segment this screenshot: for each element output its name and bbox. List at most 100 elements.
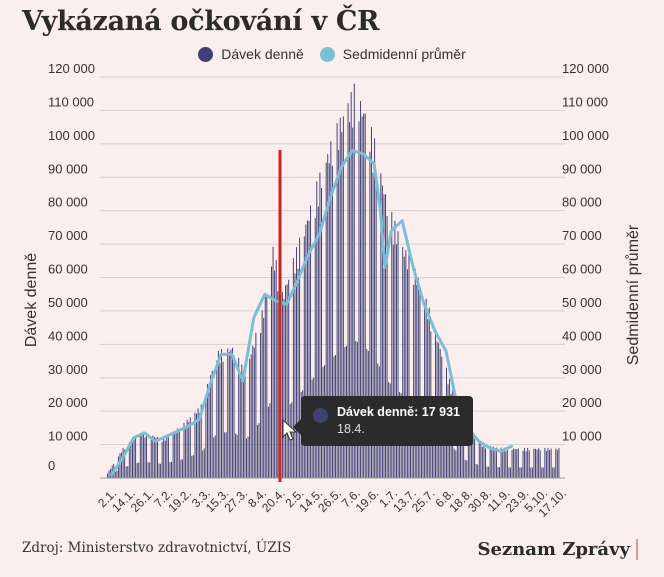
dose-bar	[417, 278, 419, 478]
dose-bar	[127, 466, 129, 478]
dose-bar	[281, 292, 283, 478]
y-tick-label-right: 100 000	[562, 128, 609, 143]
dose-bar	[405, 250, 407, 478]
dose-bar	[230, 349, 232, 478]
dose-bar	[428, 307, 430, 478]
dose-bar	[108, 470, 110, 478]
dose-bar	[163, 436, 165, 478]
y-tick-label-right: 10 000	[562, 429, 602, 444]
dose-bar	[505, 451, 507, 478]
dose-bar	[522, 450, 524, 478]
brand-logo[interactable]: Seznam Zprávy	[477, 539, 638, 560]
dose-bar	[419, 285, 421, 478]
y-tick-label-right: 110 000	[562, 94, 608, 109]
dose-bar	[239, 374, 241, 478]
dose-bar	[228, 351, 230, 478]
dose-bar	[464, 459, 466, 478]
dose-bar	[233, 355, 235, 478]
dose-bar	[152, 435, 154, 478]
legend-swatch-seven-day-average	[319, 46, 335, 62]
dose-bar	[497, 467, 499, 478]
dose-bar	[414, 268, 416, 478]
dose-bar	[286, 284, 288, 478]
dose-bar	[383, 194, 385, 479]
y-tick-label-left: 40 000	[48, 328, 88, 343]
y-tick-label-left: 60 000	[48, 262, 88, 277]
dose-bar	[538, 448, 540, 478]
dose-bar	[155, 437, 157, 478]
dose-bar	[555, 448, 557, 478]
dose-bar	[353, 83, 355, 478]
dose-bar	[274, 270, 276, 478]
dose-bar	[386, 216, 388, 478]
dose-bar	[347, 103, 349, 479]
dose-bar	[169, 462, 171, 478]
dose-bar	[431, 421, 433, 478]
legend-item-daily-doses[interactable]: Dávek denně	[198, 46, 304, 62]
dose-bar	[199, 412, 201, 478]
dose-bar	[519, 467, 521, 478]
y-tick-label-right: 40 000	[562, 328, 602, 343]
dose-bar	[208, 383, 210, 478]
dose-bar	[363, 113, 365, 479]
legend-item-seven-day-average[interactable]: Sedmidenní průměr	[319, 46, 466, 62]
y-tick-label-left: 10 000	[48, 429, 88, 444]
dose-bar	[442, 435, 444, 478]
y-tick-label-left: 70 000	[48, 228, 88, 243]
dose-bar	[166, 434, 168, 478]
dose-bar	[317, 206, 319, 478]
dose-bar	[114, 471, 116, 478]
y-axis-label-left: Dávek denně	[23, 253, 40, 347]
dose-bar	[171, 461, 173, 478]
dose-bar	[541, 467, 543, 478]
dose-bar	[314, 218, 316, 478]
dose-bar	[372, 172, 374, 478]
y-tick-label-right: 60 000	[562, 262, 602, 277]
dose-bar	[308, 220, 310, 478]
dose-bar	[470, 436, 472, 478]
dose-bar	[139, 433, 141, 478]
dose-bar	[536, 449, 538, 478]
average-polyline[interactable]	[110, 149, 514, 477]
dose-bar	[252, 345, 254, 478]
dose-bar	[528, 450, 530, 478]
dose-bar	[374, 138, 376, 478]
dose-bar	[194, 412, 196, 478]
dose-bar	[455, 450, 457, 478]
dose-bar	[167, 437, 169, 478]
dose-bar	[474, 438, 476, 478]
dose-bar	[416, 284, 418, 478]
dose-bar	[225, 432, 227, 478]
dose-bar	[395, 244, 397, 478]
hover-tooltip: Dávek denně: 17 931 18.4.	[293, 396, 473, 446]
dose-bar	[550, 448, 552, 478]
dose-bar	[158, 463, 160, 478]
dose-bar	[146, 432, 148, 478]
dose-bar	[291, 402, 293, 478]
dose-bar	[296, 246, 297, 478]
dose-bar	[249, 358, 251, 478]
dose-bar	[246, 438, 247, 478]
dose-bar	[172, 432, 174, 478]
dose-bar	[119, 453, 121, 478]
dose-bar	[177, 428, 179, 478]
dose-bar	[156, 437, 158, 478]
dose-bar	[385, 194, 387, 478]
dose-bar	[216, 360, 218, 478]
y-tick-label-left: 30 000	[48, 362, 88, 377]
dose-bar	[135, 438, 137, 478]
dose-bar	[408, 254, 410, 478]
dose-bar	[107, 473, 108, 478]
dose-bar	[164, 440, 166, 478]
dose-bar	[205, 396, 207, 478]
dose-bar	[191, 455, 193, 478]
dose-bar	[277, 291, 279, 478]
dose-bar	[306, 220, 308, 478]
dose-bar	[425, 298, 427, 478]
dose-bar	[185, 426, 187, 478]
dose-bar	[542, 467, 544, 478]
dose-bar	[535, 448, 536, 478]
chart-legend: Dávek denně Sedmidenní průměr	[0, 46, 664, 62]
dose-bar	[321, 187, 322, 478]
